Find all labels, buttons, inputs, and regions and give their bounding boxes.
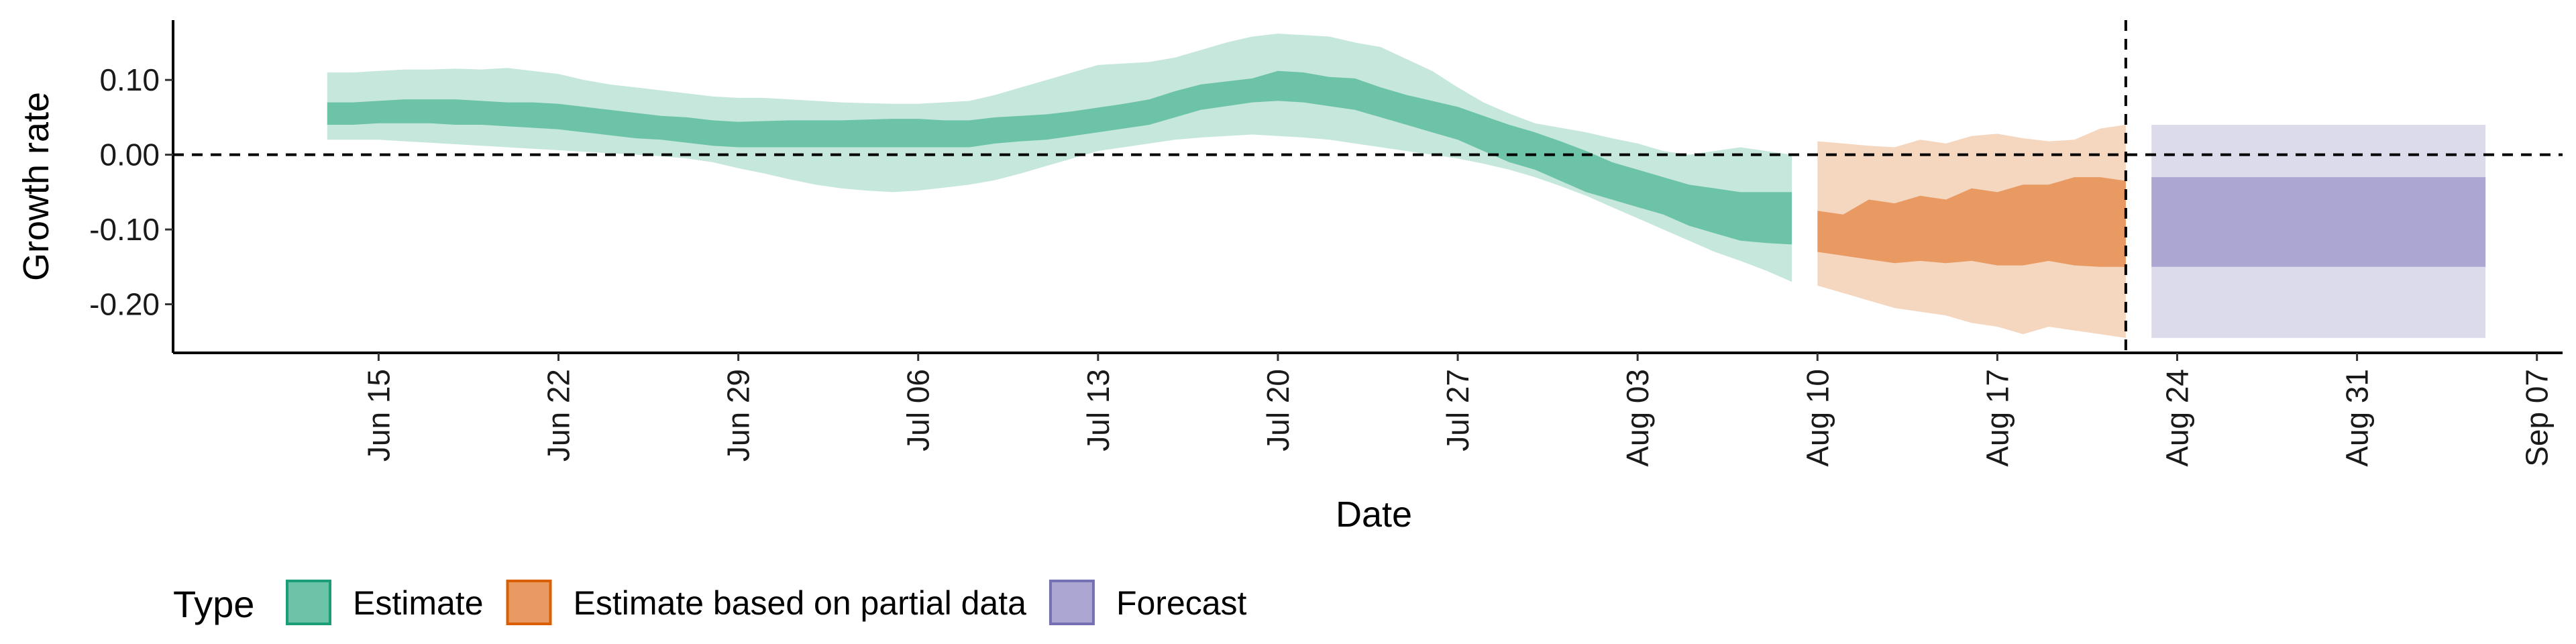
x-tick-label: Jun 22 [541, 369, 576, 462]
legend-key-forecast [1049, 580, 1095, 625]
legend-label-estimate: Estimate [353, 584, 484, 622]
x-tick-label: Jul 20 [1260, 369, 1295, 451]
legend-key-estimate [286, 580, 331, 625]
bands-layer [327, 34, 2486, 338]
axes-layer: 0.10 0.00 -0.10 -0.20 Jun 15 Jun 22 Jun 29 Jul … [89, 20, 2563, 467]
legend: Type Estimate Estimate based on partial d… [173, 580, 1247, 625]
estimate-inner-band [327, 70, 1792, 245]
legend-title: Type [173, 583, 254, 625]
x-tick-label: Jul 27 [1440, 369, 1475, 451]
legend-key-estimate-based-on-partial-data [506, 580, 552, 625]
x-tick-label: Aug 31 [2340, 369, 2375, 467]
x-tick-label: Aug 24 [2160, 369, 2195, 467]
y-tick-label: 0.10 [99, 62, 160, 97]
x-tick-label: Jul 06 [901, 369, 936, 451]
estimate-outer-band [327, 34, 1792, 282]
y-axis-title: Growth rate [16, 92, 56, 281]
x-tick-label: Jun 29 [721, 369, 756, 462]
x-tick-label: Aug 03 [1620, 369, 1655, 467]
x-tick-label: Jun 15 [361, 369, 396, 462]
y-tick-label: -0.20 [89, 287, 160, 322]
reference-lines-layer [173, 20, 2563, 353]
legend-label-forecast: Forecast [1116, 584, 1247, 622]
x-axis-title: Date [1336, 494, 1412, 535]
forecast-inner-band [2151, 177, 2486, 267]
legend-label-estimate-based-on-partial-data: Estimate based on partial data [574, 584, 1027, 622]
x-tick-label: Aug 17 [1980, 369, 2015, 467]
estimate-based-on-partial-data-inner-band [1817, 177, 2126, 267]
x-tick-label: Jul 13 [1081, 369, 1116, 451]
x-tick-label: Sep 07 [2520, 369, 2555, 467]
y-tick-label: -0.10 [89, 212, 160, 247]
x-tick-label: Aug 10 [1800, 369, 1835, 467]
y-tick-label: 0.00 [99, 138, 160, 172]
